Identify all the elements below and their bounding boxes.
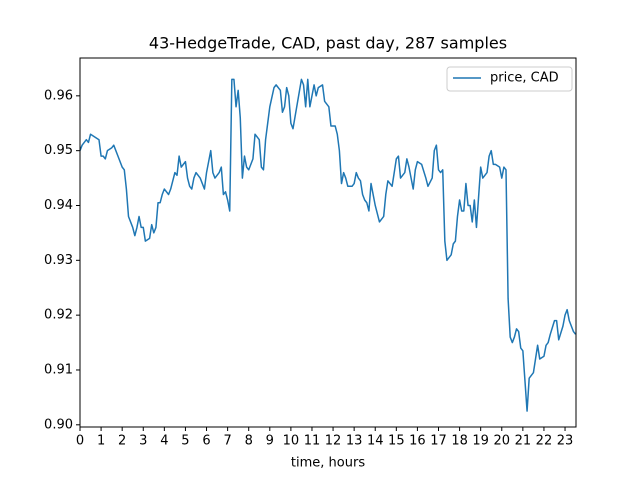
y-tick-label: 0.94	[44, 198, 73, 213]
x-tick-label: 9	[266, 434, 274, 449]
x-tick-label: 15	[388, 434, 405, 449]
legend-label: price, CAD	[490, 71, 559, 86]
y-tick-label: 0.96	[44, 88, 73, 103]
y-tick-label: 0.93	[44, 253, 73, 268]
x-tick-label: 6	[202, 434, 210, 449]
x-tick-label: 8	[245, 434, 253, 449]
x-tick-label: 12	[325, 434, 342, 449]
x-tick-label: 7	[223, 434, 231, 449]
x-tick-label: 18	[451, 434, 468, 449]
x-tick-label: 22	[536, 434, 553, 449]
x-tick-label: 11	[304, 434, 321, 449]
x-tick-label: 20	[493, 434, 510, 449]
x-tick-label: 19	[472, 434, 489, 449]
y-tick-label: 0.91	[44, 362, 73, 377]
x-tick-label: 17	[430, 434, 447, 449]
legend-box	[446, 66, 573, 92]
price-line	[79, 78, 577, 412]
x-tick-label: 2	[118, 434, 126, 449]
x-tick-label: 1	[97, 434, 105, 449]
x-axis-label: time, hours	[291, 456, 365, 471]
x-tick-label: 16	[409, 434, 426, 449]
y-tick-label: 0.92	[44, 308, 73, 323]
x-tick-label: 10	[283, 434, 300, 449]
x-tick-label: 5	[181, 434, 189, 449]
y-tick-label: 0.95	[44, 143, 73, 158]
x-tick-label: 21	[515, 434, 532, 449]
x-tick-label: 0	[76, 434, 84, 449]
x-tick-label: 3	[139, 434, 147, 449]
chart-title: 43-HedgeTrade, CAD, past day, 287 sample…	[149, 34, 507, 53]
y-tick-label: 0.90	[44, 417, 73, 432]
axes-frame	[79, 57, 577, 428]
x-tick-label: 14	[367, 434, 384, 449]
x-tick-label: 4	[160, 434, 168, 449]
x-tick-label: 23	[557, 434, 574, 449]
x-tick-label: 13	[346, 434, 363, 449]
